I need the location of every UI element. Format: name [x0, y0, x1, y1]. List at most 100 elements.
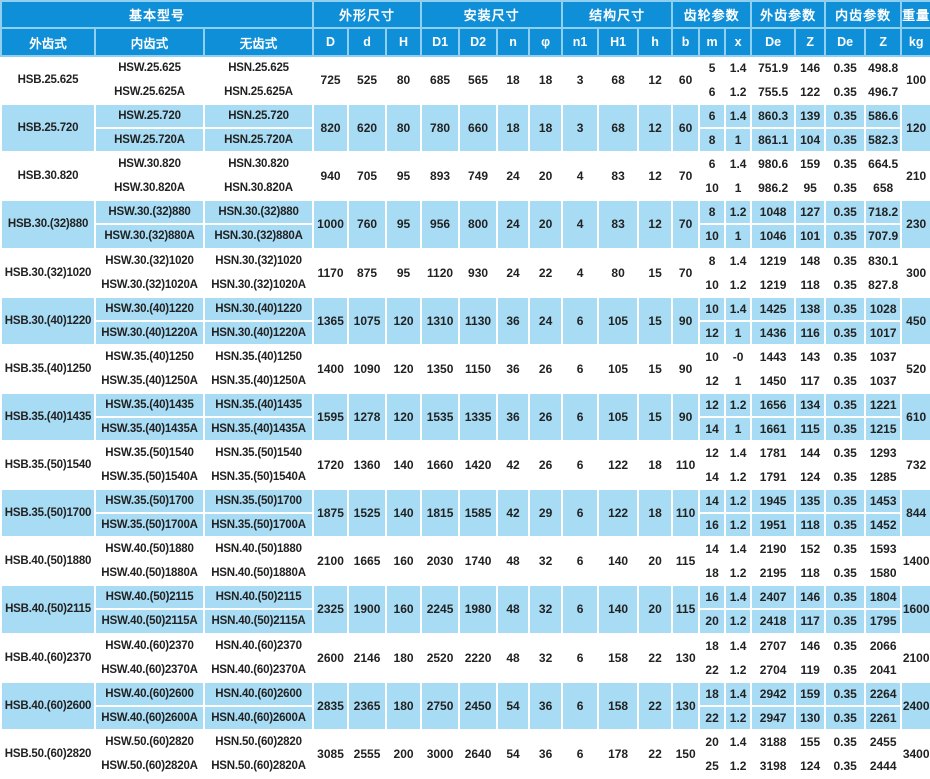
- cell-d: 1360: [347, 439, 388, 491]
- cell-phi: 32: [528, 536, 564, 587]
- col-header-internal-gear-type: 内齿式: [94, 27, 205, 57]
- cell-n: 54: [496, 728, 531, 779]
- cell-phi: 36: [528, 728, 564, 779]
- cell-phi: 18: [528, 103, 564, 154]
- cell-x: 1.4: [724, 439, 753, 467]
- cell-De-external: 2418: [750, 608, 797, 635]
- cell-weight: 610: [900, 391, 930, 443]
- cell-H: 120: [385, 391, 423, 443]
- cell-d: 2365: [347, 680, 388, 731]
- cell-phi: 36: [528, 680, 564, 731]
- cell-n: 18: [496, 54, 531, 106]
- cell-toothless-model-variant: HSN.35.(50)1700A: [202, 512, 315, 539]
- cell-toothless-model-variant: HSN.35.(50)1540A: [202, 464, 315, 491]
- cell-De-external: 1781: [750, 439, 797, 467]
- cell-x: 1.2: [724, 79, 753, 106]
- cell-Z-external: 101: [794, 223, 827, 250]
- cell-x: 1.4: [724, 247, 753, 274]
- cell-D2: 800: [458, 199, 499, 250]
- cell-x: 1.4: [724, 680, 753, 707]
- cell-H1: 68: [597, 54, 640, 106]
- cell-D2: 1740: [458, 536, 499, 587]
- cell-De-external: 1219: [750, 271, 797, 298]
- cell-internal-model-variant: HSW.40.(60)2370A: [94, 656, 205, 683]
- cell-De-internal: 0.35: [824, 295, 867, 322]
- cell-weight: 3400: [900, 728, 930, 779]
- cell-De-external: 1425: [750, 295, 797, 322]
- cell-weight: 210: [900, 151, 930, 202]
- cell-m: 25: [698, 752, 727, 779]
- cell-Z-external: 144: [794, 439, 827, 467]
- cell-De-internal: 0.35: [824, 271, 867, 298]
- cell-D: 2600: [312, 632, 350, 683]
- table-row: HSW.40.(50)1880A HSN.40.(50)1880A 18 1.2…: [1, 560, 930, 587]
- table-row: HSB.35.(50)1540 HSW.35.(50)1540 HSN.35.(…: [0, 439, 930, 491]
- cell-H1: 178: [597, 728, 640, 779]
- cell-d: 2146: [347, 632, 388, 683]
- cell-internal-model-variant: HSW.40.(50)2115A: [94, 608, 205, 635]
- cell-h: 20: [637, 536, 674, 587]
- cell-De-external: 2947: [750, 704, 797, 731]
- cell-m: 18: [698, 560, 727, 587]
- cell-x: 1.2: [724, 512, 753, 539]
- cell-H: 95: [385, 151, 423, 202]
- cell-x: 1.2: [724, 560, 753, 587]
- cell-weight: 2100: [900, 632, 930, 683]
- cell-H1: 140: [597, 536, 640, 587]
- cell-m: 12: [698, 319, 727, 346]
- cell-h: 15: [637, 247, 674, 298]
- cell-De-internal: 0.35: [824, 175, 867, 202]
- table-row: HSW.30.(32)880A HSN.30.(32)880A 10 1 104…: [1, 223, 930, 250]
- cell-D2: 749: [458, 151, 499, 202]
- cell-toothless-model-variant: HSN.40.(60)2600A: [202, 704, 315, 731]
- cell-De-external: 1219: [750, 247, 797, 274]
- cell-x: 1.4: [724, 151, 753, 178]
- cell-D1: 780: [420, 103, 461, 154]
- cell-toothless-model-variant: HSN.25.720A: [202, 127, 315, 154]
- cell-external-model: HSB.35.(40)1435: [0, 391, 96, 443]
- cell-phi: 18: [528, 54, 564, 106]
- cell-D: 2835: [312, 680, 350, 731]
- cell-m: 10: [698, 223, 727, 250]
- cell-De-internal: 0.35: [824, 247, 867, 274]
- cell-De-internal: 0.35: [824, 391, 867, 418]
- cell-b: 110: [671, 488, 701, 539]
- cell-weight: 450: [900, 295, 930, 346]
- cell-n1: 6: [561, 536, 600, 587]
- cell-x: 1.4: [724, 54, 753, 82]
- cell-m: 20: [698, 608, 727, 635]
- cell-h: 15: [637, 295, 674, 346]
- cell-d: 620: [347, 103, 388, 154]
- cell-internal-model: HSW.35.(50)1700: [94, 488, 205, 515]
- cell-b: 60: [671, 103, 701, 154]
- cell-weight: 300: [900, 247, 930, 298]
- cell-D2: 2640: [458, 728, 499, 779]
- cell-n1: 4: [561, 199, 600, 250]
- cell-b: 130: [671, 632, 701, 683]
- cell-Z-internal: 1037: [864, 343, 903, 370]
- table-row: HSW.30.(40)1220A HSN.30.(40)1220A 12 1 1…: [1, 319, 930, 346]
- table-row: HSW.30.(32)1020A HSN.30.(32)1020A 10 1.2…: [1, 271, 930, 298]
- cell-n: 48: [496, 536, 531, 587]
- cell-b: 90: [671, 295, 701, 346]
- cell-D1: 3000: [420, 728, 461, 779]
- cell-weight: 120: [900, 103, 930, 154]
- table-row: HSB.35.(50)1700 HSW.35.(50)1700 HSN.35.(…: [0, 488, 930, 539]
- cell-phi: 26: [528, 343, 564, 394]
- cell-Z-external: 118: [794, 271, 827, 298]
- cell-De-external: 2195: [750, 560, 797, 587]
- cell-De-internal: 0.35: [824, 656, 867, 683]
- cell-n: 18: [496, 103, 531, 154]
- cell-internal-model: HSW.40.(50)2115: [94, 584, 205, 611]
- cell-H1: 105: [597, 343, 640, 394]
- cell-toothless-model: HSN.30.820: [202, 151, 315, 178]
- cell-toothless-model-variant: HSN.40.(50)2115A: [202, 608, 315, 635]
- cell-De-internal: 0.35: [824, 488, 867, 515]
- cell-b: 150: [671, 728, 701, 779]
- cell-D: 3085: [312, 728, 350, 779]
- cell-n1: 3: [561, 54, 600, 106]
- cell-m: 22: [698, 704, 727, 731]
- cell-h: 22: [637, 680, 674, 731]
- cell-De-internal: 0.35: [824, 343, 867, 370]
- cell-Z-internal: 1453: [864, 488, 903, 515]
